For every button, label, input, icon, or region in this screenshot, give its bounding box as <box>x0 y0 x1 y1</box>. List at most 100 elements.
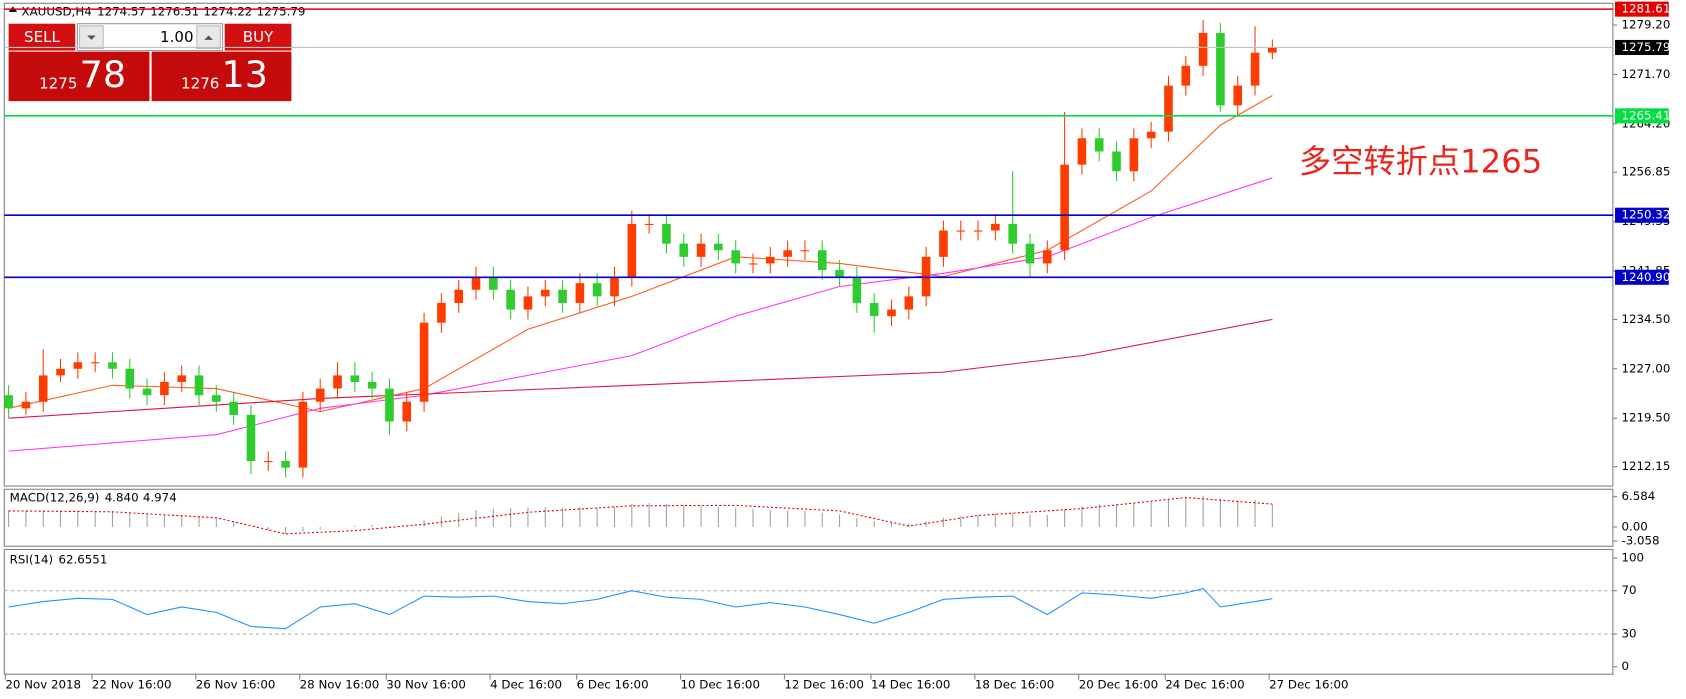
candle-body <box>696 243 706 257</box>
level-label: 1250.32 <box>1621 208 1670 222</box>
candle-body <box>939 230 948 257</box>
candle-body <box>367 381 377 389</box>
candle-body <box>212 395 221 402</box>
trade-panel: SELL 1.00 BUY 1275 78 1276 13 <box>8 23 292 102</box>
candle-body <box>644 223 654 225</box>
y-tick-label: 1219.50 <box>1621 411 1670 425</box>
candle-body <box>852 276 862 303</box>
header-value: 1274.57 <box>97 4 146 18</box>
candle-body <box>558 289 567 303</box>
x-tick-label: 27 Dec 16:00 <box>1269 677 1348 691</box>
buy-price-box[interactable] <box>151 51 292 102</box>
ask-main: 1276 <box>181 74 219 92</box>
candle-body <box>627 223 637 277</box>
candle-body <box>887 309 896 317</box>
candle-body <box>73 362 83 369</box>
candle-body <box>333 375 342 389</box>
candle-body <box>835 270 844 277</box>
x-tick-label: 20 Dec 16:00 <box>1079 677 1158 691</box>
candle-body <box>731 250 740 264</box>
candle-body <box>1198 32 1208 66</box>
y-tick-label: 100 <box>1621 551 1644 565</box>
x-tick-label: 18 Dec 16:00 <box>975 677 1054 691</box>
candle-body <box>402 401 412 422</box>
candle-body <box>1112 151 1121 172</box>
candle-body <box>246 414 256 462</box>
y-tick-label: 70 <box>1621 583 1636 597</box>
candle-body <box>1233 85 1243 106</box>
x-tick-label: 30 Nov 16:00 <box>386 677 466 691</box>
candle-body <box>610 276 619 297</box>
candle-body <box>1216 32 1225 106</box>
candle-body <box>1008 223 1017 244</box>
sell-button[interactable] <box>8 23 76 51</box>
candle-body <box>177 375 187 382</box>
y-tick-label: 0.00 <box>1621 519 1647 533</box>
buy-button[interactable] <box>224 23 292 51</box>
candle-body <box>592 283 602 297</box>
candle-body <box>748 263 758 265</box>
x-tick-label: 26 Nov 16:00 <box>196 677 276 691</box>
candle-body <box>540 289 550 297</box>
candle-body <box>194 375 204 396</box>
candle-body <box>1025 243 1035 264</box>
candle-body <box>142 388 152 396</box>
candle-body <box>766 256 775 264</box>
header-value: 1276.51 <box>150 4 199 18</box>
candle-body <box>90 362 100 364</box>
header-value: 1274.22 <box>203 4 252 18</box>
candle-body <box>1060 164 1069 251</box>
candle-body <box>38 375 48 402</box>
y-tick-label: 30 <box>1621 627 1636 641</box>
candle-body <box>679 243 689 257</box>
candle-body <box>1146 131 1156 139</box>
x-tick-label: 24 Dec 16:00 <box>1165 677 1244 691</box>
rsi-line <box>8 587 1273 630</box>
sell-price-box[interactable] <box>8 51 150 102</box>
candle-body <box>1268 47 1277 53</box>
candle-body <box>869 302 879 317</box>
buy-label: BUY <box>243 28 274 46</box>
frame <box>3 2 1614 675</box>
y-tick-label: 0 <box>1621 659 1629 673</box>
candle-body <box>108 362 117 369</box>
y-tick-label: -3.058 <box>1621 534 1659 548</box>
candle-body <box>1042 250 1052 264</box>
level-tag <box>1615 1 1669 17</box>
x-tick-label: 10 Dec 16:00 <box>681 677 760 691</box>
current-price-label: 1275.79 <box>1621 40 1670 54</box>
level-tag <box>1615 207 1669 223</box>
y-tick-label: 1279.20 <box>1621 18 1670 32</box>
lot-value: 1.00 <box>160 28 194 46</box>
candle-body <box>506 289 515 310</box>
candle-body <box>229 401 238 415</box>
candle-body <box>298 401 308 468</box>
level-label: 1281.61 <box>1621 2 1670 16</box>
up-arrow <box>204 35 213 40</box>
x-tick-label: 12 Dec 16:00 <box>784 677 863 691</box>
level-tag <box>1615 108 1669 124</box>
candle-body <box>281 461 290 468</box>
candle-body <box>1077 138 1087 165</box>
y-tick-label: 1227.00 <box>1621 361 1670 375</box>
candle-body <box>489 276 498 290</box>
candle-body <box>1164 85 1173 132</box>
y-tick-label: 1234.50 <box>1621 312 1670 326</box>
y-tick-label: 1212.15 <box>1621 459 1670 473</box>
candle-body <box>437 302 446 323</box>
candle-body <box>973 230 983 232</box>
candle-body <box>315 388 325 402</box>
x-tick-label: 4 Dec 16:00 <box>490 677 562 691</box>
header-value: 1275.79 <box>257 4 306 18</box>
candle-body <box>714 243 723 251</box>
candle-body <box>4 395 13 409</box>
y-tick-label: 1271.70 <box>1621 67 1670 81</box>
candle-body <box>454 289 464 303</box>
y-tick-label: 1256.85 <box>1621 165 1670 179</box>
candle-body <box>523 296 533 310</box>
candle-body <box>125 368 135 389</box>
candle-body <box>662 223 671 244</box>
candle-body <box>263 461 273 463</box>
